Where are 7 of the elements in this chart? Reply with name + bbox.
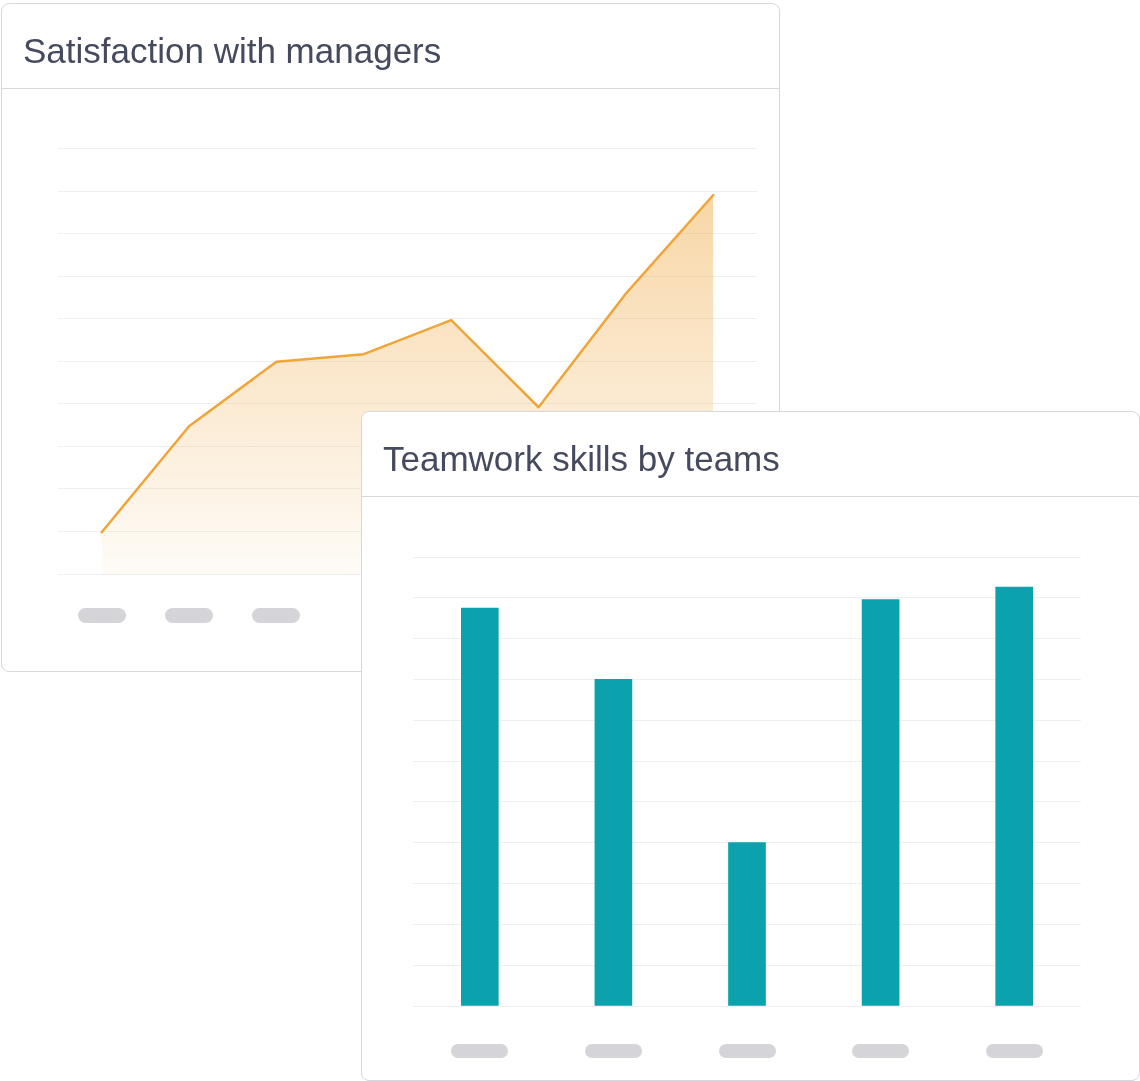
chart-title: Teamwork skills by teams xyxy=(383,439,780,479)
bar xyxy=(995,586,1034,1006)
bar xyxy=(728,842,766,1006)
bar xyxy=(460,607,499,1006)
chart-title: Satisfaction with managers xyxy=(23,31,442,71)
bar xyxy=(594,678,633,1006)
bar xyxy=(861,599,900,1006)
